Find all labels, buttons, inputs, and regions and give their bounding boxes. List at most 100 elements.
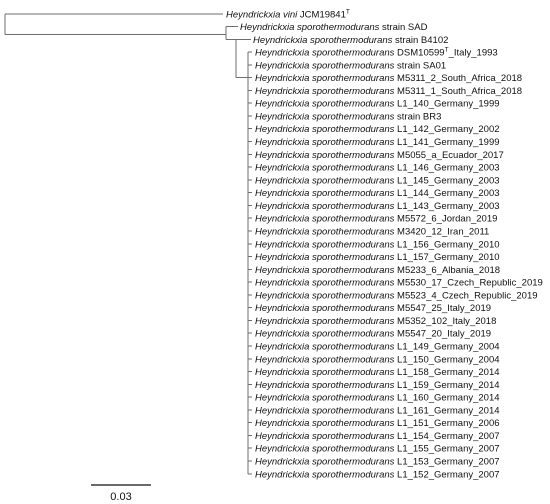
species-name: Heyndrickxia sporothermodurans — [255, 73, 395, 84]
species-name: Heyndrickxia sporothermodurans — [255, 265, 395, 276]
species-name: Heyndrickxia sporothermodurans — [255, 201, 395, 212]
taxon-label: Heyndrickxia sporothermodurans M5572_6_J… — [255, 214, 497, 225]
taxon-label: Heyndrickxia sporothermodurans L1_161_Ge… — [255, 405, 500, 416]
strain-name: M5572_6_Jordan_2019 — [394, 214, 497, 225]
strain-name: L1_157_Germany_2010 — [394, 252, 499, 263]
taxon-label: Heyndrickxia sporothermodurans M5530_17_… — [255, 278, 543, 289]
taxon-label: Heyndrickxia sporothermodurans M5311_2_S… — [255, 73, 522, 84]
taxon-label: Heyndrickxia sporothermodurans L1_160_Ge… — [255, 393, 500, 404]
taxon-label: Heyndrickxia sporothermodurans M5523_4_C… — [255, 290, 538, 301]
strain-name: L1_158_Germany_2014 — [394, 367, 499, 378]
taxon-label: Heyndrickxia sporothermodurans strain B4… — [253, 35, 448, 46]
strain-name: L1_159_Germany_2014 — [394, 380, 499, 391]
species-name: Heyndrickxia sporothermodurans — [255, 342, 395, 353]
strain-name: L1_140_Germany_1999 — [394, 99, 499, 110]
strain-name: M5547_25_Italy_2019 — [394, 303, 491, 314]
strain-name: L1_145_Germany_2003 — [394, 175, 499, 186]
taxon-label: Heyndrickxia sporothermodurans L1_142_Ge… — [255, 124, 500, 135]
taxon-label: Heyndrickxia sporothermodurans strain SA… — [255, 60, 446, 71]
species-name: Heyndrickxia sporothermodurans — [255, 99, 395, 110]
species-name: Heyndrickxia sporothermodurans — [255, 188, 395, 199]
strain-name: L1_143_Germany_2003 — [394, 201, 499, 212]
strain-name: strain B4102 — [392, 35, 448, 46]
species-name: Heyndrickxia sporothermodurans — [255, 124, 395, 135]
strain-name: L1_141_Germany_1999 — [394, 137, 499, 148]
strain-name: DSM10599 — [394, 48, 444, 59]
taxon-label: Heyndrickxia sporothermodurans L1_150_Ge… — [255, 354, 500, 365]
taxon-label: Heyndrickxia sporothermodurans M5055_a_E… — [255, 150, 504, 161]
taxon-label: Heyndrickxia sporothermodurans M5547_20_… — [255, 329, 491, 340]
strain-name: L1_156_Germany_2010 — [394, 239, 499, 250]
species-name: Heyndrickxia vini — [226, 10, 298, 21]
taxon-label: Heyndrickxia sporothermodurans M5547_25_… — [255, 303, 491, 314]
taxon-label-outgroup: Heyndrickxia vini JCM19841T — [226, 9, 350, 21]
tree-branches — [4, 13, 252, 475]
strain-name: L1_146_Germany_2003 — [394, 163, 499, 174]
strain-name: M5530_17_Czech_Republic_2019 — [394, 278, 542, 289]
taxon-label: Heyndrickxia sporothermodurans L1_154_Ge… — [255, 431, 500, 442]
taxon-label: Heyndrickxia sporothermodurans strain SA… — [240, 22, 428, 33]
species-name: Heyndrickxia sporothermodurans — [255, 150, 395, 161]
taxon-labels: Heyndrickxia vini JCM19841THeyndrickxia … — [226, 9, 543, 481]
strain-name: M5055_a_Ecuador_2017 — [394, 150, 503, 161]
strain-name: L1_151_Germany_2006 — [394, 418, 499, 429]
strain-name: L1_161_Germany_2014 — [394, 405, 499, 416]
strain-name: strain SAD — [379, 22, 427, 33]
species-name: Heyndrickxia sporothermodurans — [255, 137, 395, 148]
taxon-label: Heyndrickxia sporothermodurans M5352_102… — [255, 316, 496, 327]
strain-name: L1_152_Germany_2007 — [394, 469, 499, 480]
species-name: Heyndrickxia sporothermodurans — [255, 393, 395, 404]
strain-name: M5233_6_Albania_2018 — [394, 265, 500, 276]
taxon-label: Heyndrickxia sporothermodurans L1_155_Ge… — [255, 444, 500, 455]
strain-name: L1_155_Germany_2007 — [394, 444, 499, 455]
taxon-label: Heyndrickxia sporothermodurans L1_156_Ge… — [255, 239, 500, 250]
strain-name: L1_153_Germany_2007 — [394, 457, 499, 468]
species-name: Heyndrickxia sporothermodurans — [255, 303, 395, 314]
strain-name: JCM19841 — [297, 10, 346, 21]
species-name: Heyndrickxia sporothermodurans — [255, 111, 395, 122]
taxon-label: Heyndrickxia sporothermodurans M5311_1_S… — [255, 86, 522, 97]
strain-name: M5352_102_Italy_2018 — [394, 316, 496, 327]
species-name: Heyndrickxia sporothermodurans — [255, 431, 395, 442]
strain-name: M5311_2_South_Africa_2018 — [394, 73, 522, 84]
species-name: Heyndrickxia sporothermodurans — [255, 457, 395, 468]
species-name: Heyndrickxia sporothermodurans — [240, 22, 380, 33]
taxon-label: Heyndrickxia sporothermodurans L1_149_Ge… — [255, 342, 500, 353]
species-name: Heyndrickxia sporothermodurans — [255, 214, 395, 225]
taxon-label: Heyndrickxia sporothermodurans L1_145_Ge… — [255, 175, 500, 186]
species-name: Heyndrickxia sporothermodurans — [255, 163, 395, 174]
taxon-label: Heyndrickxia sporothermodurans L1_159_Ge… — [255, 380, 500, 391]
taxon-label: Heyndrickxia sporothermodurans L1_141_Ge… — [255, 137, 500, 148]
strain-name: M5523_4_Czech_Republic_2019 — [394, 290, 537, 301]
taxon-label: Heyndrickxia sporothermodurans L1_153_Ge… — [255, 457, 500, 468]
type-strain-superscript: T — [445, 47, 449, 54]
taxon-label: Heyndrickxia sporothermodurans strain BR… — [255, 111, 441, 122]
strain-name: L1_142_Germany_2002 — [394, 124, 499, 135]
taxon-label: Heyndrickxia sporothermodurans L1_146_Ge… — [255, 163, 500, 174]
strain-name: M5547_20_Italy_2019 — [394, 329, 491, 340]
taxon-label: Heyndrickxia sporothermodurans DSM10599T… — [255, 47, 498, 59]
species-name: Heyndrickxia sporothermodurans — [255, 405, 395, 416]
taxon-label: Heyndrickxia sporothermodurans L1_151_Ge… — [255, 418, 500, 429]
species-name: Heyndrickxia sporothermodurans — [255, 252, 395, 263]
species-name: Heyndrickxia sporothermodurans — [255, 60, 395, 71]
taxon-label: Heyndrickxia sporothermodurans L1_158_Ge… — [255, 367, 500, 378]
species-name: Heyndrickxia sporothermodurans — [253, 35, 393, 46]
species-name: Heyndrickxia sporothermodurans — [255, 354, 395, 365]
species-name: Heyndrickxia sporothermodurans — [255, 175, 395, 186]
strain-name: strain SA01 — [394, 60, 446, 71]
strain-name: L1_160_Germany_2014 — [394, 393, 499, 404]
species-name: Heyndrickxia sporothermodurans — [255, 48, 395, 59]
species-name: Heyndrickxia sporothermodurans — [255, 380, 395, 391]
strain-name: L1_154_Germany_2007 — [394, 431, 499, 442]
type-strain-superscript: T — [346, 9, 350, 16]
strain-name: L1_149_Germany_2004 — [394, 342, 499, 353]
species-name: Heyndrickxia sporothermodurans — [255, 86, 395, 97]
scale-bar-label: 0.03 — [110, 491, 131, 503]
species-name: Heyndrickxia sporothermodurans — [255, 290, 395, 301]
taxon-label: Heyndrickxia sporothermodurans L1_157_Ge… — [255, 252, 500, 263]
species-name: Heyndrickxia sporothermodurans — [255, 226, 395, 237]
taxon-label: Heyndrickxia sporothermodurans M5233_6_A… — [255, 265, 500, 276]
strain-suffix: _Italy_1993 — [448, 48, 498, 59]
strain-name: strain BR3 — [394, 111, 441, 122]
